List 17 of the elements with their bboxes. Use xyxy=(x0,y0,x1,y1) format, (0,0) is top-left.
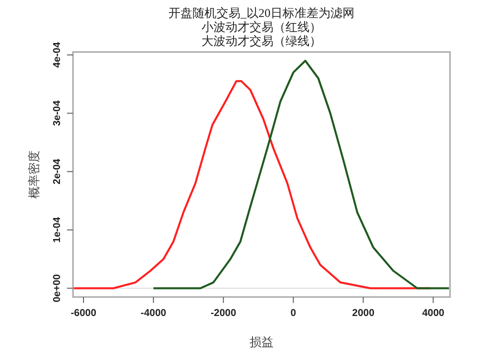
x-tick-label: 4000 xyxy=(422,308,445,319)
x-tick-label: -6000 xyxy=(70,308,97,319)
chart-subtitle: 小波动才交易（红线） xyxy=(202,20,322,34)
x-tick-label: -2000 xyxy=(210,308,237,319)
x-tick-label: 0 xyxy=(290,308,297,319)
chart-title: 开盘随机交易_以20日标准差为滤网 xyxy=(168,6,354,20)
x-tick-label: -4000 xyxy=(140,308,167,319)
x-tick-label: 2000 xyxy=(352,308,375,319)
y-tick-label: 0e+00 xyxy=(52,274,63,302)
y-tick-label: 3e-04 xyxy=(52,100,63,126)
text: 大波动才交易（绿线） xyxy=(202,34,322,48)
y-tick-label: 1e-04 xyxy=(52,216,63,243)
y-tick-label: 2e-04 xyxy=(52,158,63,184)
line-series xyxy=(152,60,450,290)
y-axis-title: 概率密度 xyxy=(27,150,41,198)
y-tick-label: 4e-04 xyxy=(52,42,63,68)
x-axis-title: 损益 xyxy=(250,335,274,349)
